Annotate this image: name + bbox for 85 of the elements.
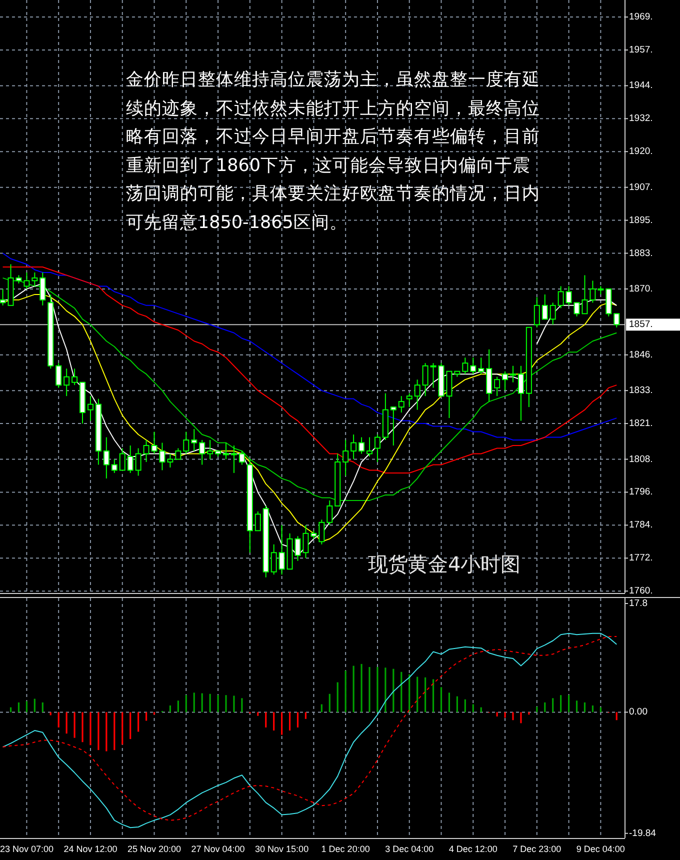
candlestick	[550, 302, 556, 326]
candlestick	[230, 445, 237, 474]
candlestick	[135, 448, 142, 476]
candlestick	[254, 510, 261, 532]
y-tick-label: 1944.	[629, 80, 653, 92]
candlestick	[358, 436, 365, 454]
y-tick-label: 1833.	[629, 385, 653, 396]
candlestick	[462, 357, 468, 375]
y-tick-label: 1969.	[629, 12, 653, 23]
candlestick	[502, 370, 508, 392]
candlestick	[32, 272, 38, 287]
candlestick	[406, 392, 412, 408]
candlestick	[566, 286, 572, 306]
line-series	[2, 266, 618, 474]
candlestick	[111, 458, 118, 474]
x-tick-label: 23 Nov 07:00	[0, 844, 54, 854]
candlestick	[318, 519, 325, 545]
candlestick	[390, 406, 396, 446]
y-tick-label: 1932.	[629, 113, 653, 124]
candlestick	[614, 313, 620, 328]
candlestick	[326, 500, 333, 526]
candlestick	[238, 450, 245, 466]
y-tick-label: 1907.	[629, 182, 653, 193]
y-tick-label: 1772.	[629, 552, 653, 564]
y-tick-label: -19.84	[629, 828, 656, 839]
candlestick	[143, 440, 150, 462]
y-tick-label: 1784.	[629, 520, 653, 531]
candlestick	[398, 396, 404, 414]
candlestick	[119, 448, 126, 471]
candlestick	[590, 280, 596, 304]
y-tick-label: 1760.	[629, 586, 653, 597]
x-tick-label: 30 Nov 15:00	[255, 844, 309, 854]
candlestick	[478, 357, 484, 375]
y-tick-label: 1920.	[629, 146, 653, 158]
candlestick	[558, 286, 564, 309]
candlestick	[223, 442, 230, 460]
y-tick-label: 1796.	[629, 486, 653, 498]
y-tick-label: 1957.	[629, 44, 653, 56]
candlestick	[534, 296, 540, 328]
x-tick-label: 3 Dec 04:00	[385, 844, 434, 854]
candlestick	[199, 440, 206, 466]
x-tick-label: 9 Dec 04:00	[576, 844, 625, 854]
y-tick-label: 1846.	[629, 349, 653, 360]
candlestick	[191, 428, 198, 452]
candlestick	[270, 544, 277, 576]
line-series	[2, 277, 618, 501]
x-tick-label: 1 Dec 20:00	[321, 844, 370, 854]
candlestick	[510, 365, 516, 383]
candlestick	[56, 362, 62, 388]
candlestick	[366, 436, 372, 457]
y-tick-label: 1808.	[629, 454, 653, 465]
candlestick	[103, 436, 110, 479]
candlestick	[175, 448, 182, 460]
y-tick-label: 17.8	[629, 598, 648, 610]
candlestick	[342, 440, 349, 476]
candlestick	[72, 368, 78, 386]
candlestick	[542, 294, 548, 320]
annotation: 金价昨日整体维持高位震荡为主，虽然盘整一度有延续的迹象，不过依然未能打开上方的空间，最终高位略有回落，不过今日早间开盘后节奏有些偏转，目前重新回到了1860下方，这可能会导致日内偏向于震荡回调的可能，具体要关注好欧盘节奏的情况，日内可先留意1850-1865区间。	[126, 69, 541, 235]
candlestick	[350, 434, 357, 460]
x-tick-label: 25 Nov 20:00	[127, 844, 182, 854]
x-tick-label: 27 Nov 04:00	[191, 844, 245, 854]
candlestick	[494, 376, 500, 397]
y-tick-label: 1895.	[629, 214, 653, 226]
candlestick	[127, 445, 134, 474]
candlestick	[414, 379, 420, 410]
x-tick-label: 4 Dec 12:00	[448, 844, 498, 854]
candlestick	[24, 272, 30, 290]
candlestick	[518, 365, 524, 422]
candlestick	[422, 362, 428, 397]
candlestick	[167, 453, 174, 468]
line-series	[2, 252, 618, 441]
candlestick	[207, 440, 214, 460]
y-tick-label: 0.00	[629, 706, 648, 718]
candlestick	[64, 368, 70, 397]
candlestick	[374, 434, 380, 462]
candlestick	[470, 357, 476, 375]
candlestick	[183, 431, 190, 454]
y-tick-label: 1883.	[629, 248, 653, 259]
y-tick-label: 1870.	[629, 283, 653, 294]
x-tick-label: 24 Nov 12:00	[64, 844, 118, 854]
y-tick-label: 1821.	[629, 418, 653, 430]
annotation: 现货黄金4小时图	[368, 551, 522, 577]
candlestick	[87, 396, 94, 422]
x-tick-label: 7 Dec 23:00	[512, 844, 562, 854]
ref-line-label: 1857.	[629, 319, 653, 330]
